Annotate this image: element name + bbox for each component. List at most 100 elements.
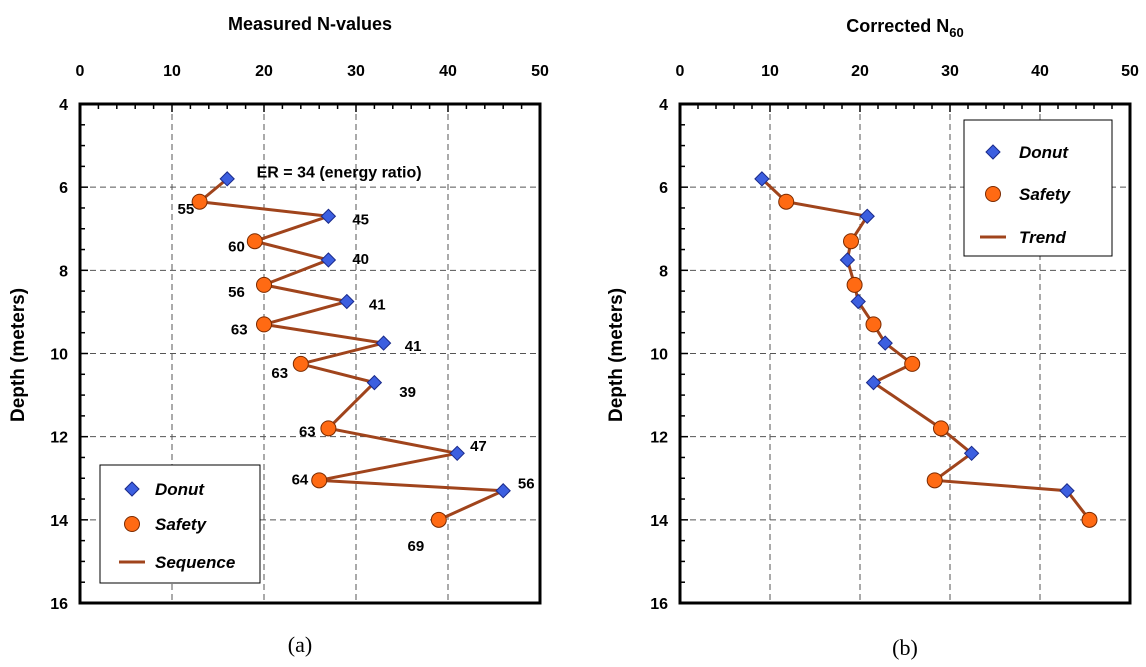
chart-b-circle-point bbox=[865, 316, 882, 333]
chart-b-plot: 0 10 20 30 40 50 4 6 8 10 12 14 16 Donut Safety Trend bbox=[650, 63, 1139, 613]
chart-a-x-tick-label: 10 bbox=[163, 63, 181, 80]
chart-b-diamond-point bbox=[963, 445, 980, 462]
chart-a-caption: (a) bbox=[288, 632, 312, 657]
chart-a-diamond-point bbox=[320, 252, 337, 268]
chart-a-data-label: 39 bbox=[399, 384, 416, 401]
chart-a-data-label: 47 bbox=[470, 438, 487, 455]
chart-b-legend-diamond-swatch bbox=[985, 144, 1001, 160]
chart-b-y-tick-label: 10 bbox=[650, 347, 668, 364]
chart-b-legend-label: Safety bbox=[1019, 185, 1072, 204]
chart-a-diamond-point bbox=[219, 171, 235, 187]
chart-b-diamond-point bbox=[839, 252, 856, 268]
chart-a-data-label: 41 bbox=[369, 297, 386, 314]
chart-a-data-label: 63 bbox=[299, 423, 316, 440]
chart-a-title: Measured N-values bbox=[228, 14, 392, 34]
chart-b-diamond-point bbox=[865, 374, 882, 391]
chart-b-legend-circle-swatch bbox=[985, 186, 1001, 202]
chart-a-data-label: 64 bbox=[292, 471, 309, 488]
chart-a-x-tick-label: 20 bbox=[255, 63, 273, 80]
chart-a-x-tick-label: 50 bbox=[531, 63, 549, 80]
chart-a-data-label: 41 bbox=[405, 338, 422, 355]
chart-a-data-label: 56 bbox=[228, 284, 245, 301]
chart-b-circle-point bbox=[843, 233, 859, 250]
chart-b-legend-label: Trend bbox=[1019, 228, 1067, 247]
chart-b-circle-point bbox=[846, 276, 863, 293]
chart-a-plot: 0 10 20 30 40 50 4 6 8 10 12 14 16 ER = 34 (energy ra… bbox=[50, 63, 549, 613]
chart-a-circle-point bbox=[430, 511, 447, 528]
chart-a-diamond-point bbox=[449, 445, 465, 462]
chart-b-diamond-point bbox=[877, 335, 893, 351]
chart-a-circle-point bbox=[191, 193, 208, 210]
chart-a-circle-point bbox=[246, 233, 263, 250]
chart-b-y-axis-label: Depth (meters) bbox=[606, 288, 627, 422]
chart-b-x-tick-label: 30 bbox=[941, 63, 959, 80]
chart-a-diamond-point bbox=[366, 374, 383, 391]
chart-a-y-tick-label: 16 bbox=[50, 596, 68, 613]
chart-b-y-tick-label: 14 bbox=[650, 513, 668, 530]
chart-b-caption: (b) bbox=[892, 635, 918, 660]
chart-a-data-labels: ER = 34 (energy ratio) 55 45 60 40 56 41 63 41 63… bbox=[178, 164, 535, 554]
chart-a-data-label: 69 bbox=[408, 538, 425, 555]
chart-b-y-tick-label: 16 bbox=[650, 596, 668, 613]
chart-b-y-tick-label: 6 bbox=[659, 180, 668, 197]
chart-b-y-tick-label: 4 bbox=[659, 97, 668, 114]
chart-b-diamond-point bbox=[754, 171, 770, 187]
chart-b-legend-label: Donut bbox=[1019, 143, 1069, 162]
chart-b-circle-point bbox=[933, 420, 949, 437]
chart-b: Depth (meters) (b) Corrected N60 bbox=[606, 16, 964, 660]
chart-b-title: Corrected N60 bbox=[846, 16, 964, 40]
chart-b-x-tick-label: 40 bbox=[1031, 63, 1049, 80]
chart-b-series-line bbox=[760, 177, 1091, 521]
chart-a-data-label: 60 bbox=[228, 238, 245, 255]
chart-b-y-tick-label: 12 bbox=[650, 430, 668, 447]
chart-a-diamond-point bbox=[375, 335, 392, 351]
chart-a-y-tick-label: 4 bbox=[59, 97, 68, 114]
chart-b-series bbox=[754, 171, 1098, 528]
chart-b-x-tick-label: 10 bbox=[761, 63, 779, 80]
chart-b-y-tick-label: 8 bbox=[659, 263, 668, 280]
chart-a-ticks bbox=[79, 103, 541, 604]
chart-a-legend-diamond-swatch bbox=[124, 481, 140, 497]
chart-a-circle-point bbox=[256, 276, 272, 293]
chart-b-circle-point bbox=[778, 193, 795, 210]
chart-b-diamond-point bbox=[1059, 483, 1075, 499]
chart-a-y-axis-label: Depth (meters) bbox=[8, 288, 29, 422]
chart-a-data-label: 56 bbox=[518, 475, 535, 492]
chart-b-title-main: Corrected N bbox=[846, 16, 949, 36]
chart-a-y-tick-label: 6 bbox=[59, 180, 68, 197]
chart-a-circle-point bbox=[311, 472, 328, 489]
chart-a-y-tick-label: 8 bbox=[59, 263, 68, 280]
chart-a-legend-label: Safety bbox=[155, 515, 208, 534]
chart-a-data-label: 55 bbox=[178, 201, 195, 218]
chart-b-ticks bbox=[679, 103, 1131, 604]
chart-b-x-tick-label: 20 bbox=[851, 63, 869, 80]
chart-a-diamond-point bbox=[495, 483, 511, 499]
chart-a-legend-circle-swatch bbox=[124, 516, 140, 532]
chart-a-data-label: 63 bbox=[231, 322, 248, 339]
chart-b-diamond-point bbox=[859, 208, 875, 224]
chart-a-data-label: 45 bbox=[352, 211, 369, 228]
chart-a-legend-label: Donut bbox=[155, 480, 205, 499]
chart-b-legend: Donut Safety Trend bbox=[963, 119, 1113, 257]
chart-a-y-tick-label: 12 bbox=[50, 430, 68, 447]
chart-b-circle-point bbox=[926, 472, 943, 489]
chart-a-y-tick-label: 10 bbox=[50, 347, 68, 364]
chart-a-diamond-point bbox=[320, 208, 337, 224]
chart-b-x-tick-label: 50 bbox=[1121, 63, 1139, 80]
chart-a-diamond-point bbox=[339, 293, 355, 310]
chart-a-data-label: 63 bbox=[271, 365, 288, 382]
chart-a-x-tick-label: 0 bbox=[76, 63, 85, 80]
chart-a: Measured N-values Depth (meters) (a) bbox=[8, 14, 392, 657]
chart-a-legend-label: Sequence bbox=[155, 553, 235, 572]
chart-b-x-tick-label: 0 bbox=[676, 63, 685, 80]
chart-b-circle-point bbox=[904, 355, 921, 372]
chart-b-diamond-point bbox=[850, 293, 866, 310]
chart-a-circle-point bbox=[256, 316, 272, 333]
chart-a-data-label: 40 bbox=[352, 251, 369, 268]
chart-a-legend: Donut Safety Sequence bbox=[99, 464, 261, 584]
chart-a-x-tick-label: 40 bbox=[439, 63, 457, 80]
chart-b-circle-point bbox=[1081, 511, 1098, 528]
chart-a-y-tick-label: 14 bbox=[50, 513, 68, 530]
chart-a-circle-point bbox=[320, 420, 337, 437]
